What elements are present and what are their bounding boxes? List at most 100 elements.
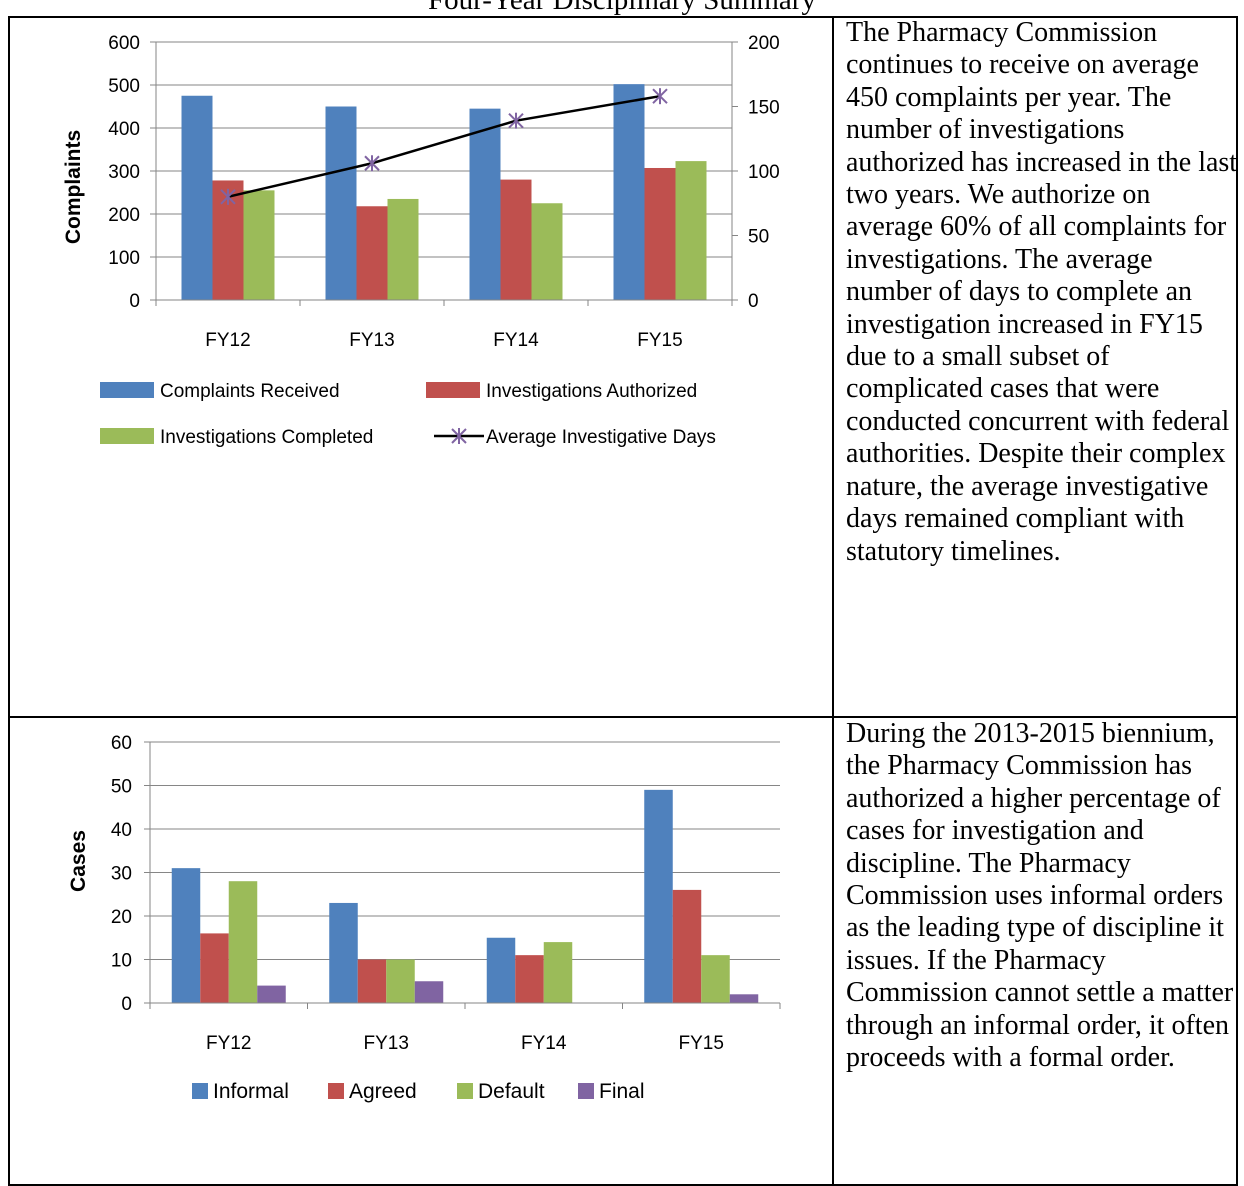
legend-label: Investigations Completed bbox=[160, 427, 373, 448]
legend-label: Final bbox=[599, 1080, 645, 1103]
bar-informal bbox=[329, 902, 358, 1003]
y2-tick-label: 0 bbox=[748, 291, 759, 312]
x-tick-label: FY15 bbox=[637, 330, 682, 351]
x-tick-label: FY12 bbox=[205, 330, 250, 351]
legend-item-investigations-completed: Investigations Completed bbox=[100, 427, 373, 448]
table-cell-text-2 bbox=[834, 716, 1238, 1186]
point-average-investigative-days bbox=[220, 188, 236, 205]
y-tick-label: 600 bbox=[108, 33, 140, 54]
y-tick-label: 20 bbox=[111, 907, 132, 928]
bar-informal bbox=[171, 868, 201, 1003]
bar-informal bbox=[486, 937, 516, 1003]
y-tick-label: 200 bbox=[108, 205, 140, 226]
table-cell-text-1 bbox=[834, 16, 1238, 718]
table-cell-chart-1 bbox=[8, 16, 834, 718]
bar-final bbox=[414, 981, 444, 1003]
bar-complaints-received bbox=[325, 106, 357, 300]
point-average-investigative-days bbox=[508, 112, 524, 129]
legend-item-average-investigative-days: Average Investigative Days bbox=[434, 427, 716, 448]
cases-chart: 0 10 20 30 40 50 60 FY12 FY13 FY14 FY15 Cases Info… bbox=[67, 733, 781, 1103]
legend-swatch bbox=[578, 1083, 594, 1099]
legend-item-investigations-authorized: Investigations Authorized bbox=[426, 381, 697, 402]
legend-label: Investigations Authorized bbox=[486, 381, 697, 402]
legend-swatch bbox=[328, 1083, 344, 1099]
line-average-investigative-days bbox=[227, 94, 661, 199]
tick-labels: 0 100 200 300 400 500 600 0 50 100 150 200 FY12 FY13 F… bbox=[108, 33, 779, 351]
legend-item-agreed: Agreed bbox=[328, 1080, 417, 1103]
legend-item-informal: Informal bbox=[192, 1080, 289, 1103]
legend-label: Informal bbox=[213, 1080, 289, 1103]
bar-agreed bbox=[357, 959, 387, 1003]
legend-label: Default bbox=[478, 1080, 545, 1103]
summary-paragraph-complaints: The Pharmacy Commission continues to rec… bbox=[846, 17, 1238, 567]
legend: Complaints Received Investigations Author… bbox=[100, 381, 716, 448]
y2-tick-label: 150 bbox=[748, 98, 780, 119]
y-axis-label: Cases bbox=[67, 830, 90, 892]
legend-swatch bbox=[100, 382, 154, 398]
legend-label: Agreed bbox=[349, 1080, 417, 1103]
x-tick-label: FY15 bbox=[679, 1033, 724, 1054]
bar-final bbox=[729, 994, 759, 1003]
legend-swatch bbox=[192, 1083, 208, 1099]
y-tick-label: 400 bbox=[108, 119, 140, 140]
x-tick-label: FY13 bbox=[349, 330, 394, 351]
bar-default bbox=[543, 942, 573, 1003]
y-tick-label: 0 bbox=[121, 994, 132, 1015]
legend-swatch bbox=[100, 428, 154, 444]
bar-default bbox=[386, 959, 415, 1003]
legend-item-final: Final bbox=[578, 1080, 645, 1103]
bar-default bbox=[701, 955, 730, 1003]
legend-label: Complaints Received bbox=[160, 381, 340, 402]
tick-labels: 0 10 20 30 40 50 60 FY12 FY13 FY14 FY15 bbox=[111, 733, 724, 1054]
y-axis-label: Complaints bbox=[62, 130, 85, 244]
legend-swatch bbox=[426, 382, 480, 398]
y-tick-label: 10 bbox=[111, 951, 132, 972]
y-tick-label: 60 bbox=[111, 733, 132, 754]
bar-complaints-received bbox=[613, 84, 645, 300]
bar-agreed bbox=[515, 955, 544, 1003]
axes bbox=[150, 41, 738, 306]
bar-agreed bbox=[672, 889, 702, 1003]
bar-default bbox=[228, 881, 258, 1003]
y-tick-label: 40 bbox=[111, 820, 132, 841]
bar-investigations-authorized bbox=[644, 167, 676, 300]
bar-investigations-completed bbox=[243, 190, 275, 300]
bars-group bbox=[171, 789, 759, 1003]
y2-tick-label: 200 bbox=[748, 33, 780, 54]
x-tick-label: FY12 bbox=[206, 1033, 251, 1054]
y2-tick-label: 50 bbox=[748, 227, 769, 248]
y-tick-label: 100 bbox=[108, 248, 140, 269]
y2-tick-label: 100 bbox=[748, 162, 780, 183]
axes bbox=[144, 741, 781, 1009]
bar-investigations-authorized bbox=[356, 206, 388, 300]
table-cell-chart-2 bbox=[8, 716, 834, 1186]
legend-marker bbox=[451, 428, 467, 444]
x-tick-label: FY14 bbox=[493, 330, 539, 351]
y-tick-label: 30 bbox=[111, 864, 132, 885]
legend-swatch bbox=[457, 1083, 473, 1099]
y-tick-label: 0 bbox=[129, 291, 140, 312]
x-tick-label: FY13 bbox=[364, 1033, 409, 1054]
legend-label: Average Investigative Days bbox=[486, 427, 716, 448]
legend-item-complaints-received: Complaints Received bbox=[100, 381, 340, 402]
y-tick-label: 300 bbox=[108, 162, 140, 183]
complaints-chart: 0 100 200 300 400 500 600 0 50 100 150 200 FY12 FY13 F… bbox=[62, 33, 780, 448]
legend-item-default: Default bbox=[457, 1080, 545, 1103]
x-tick-label: FY14 bbox=[521, 1033, 567, 1054]
bar-agreed bbox=[200, 933, 229, 1003]
bar-investigations-completed bbox=[675, 161, 707, 300]
bar-investigations-completed bbox=[387, 198, 419, 300]
bar-complaints-received bbox=[181, 95, 213, 300]
line-series-group bbox=[220, 88, 668, 205]
bar-complaints-received bbox=[469, 108, 501, 301]
y-tick-label: 500 bbox=[108, 76, 140, 97]
y-tick-label: 50 bbox=[111, 777, 132, 798]
bar-investigations-authorized bbox=[500, 179, 532, 300]
point-average-investigative-days bbox=[364, 155, 380, 172]
summary-paragraph-discipline: During the 2013-2015 biennium, the Pharm… bbox=[846, 718, 1234, 1074]
bar-informal bbox=[644, 789, 673, 1003]
bar-investigations-completed bbox=[531, 203, 563, 300]
bar-final bbox=[257, 985, 286, 1003]
point-average-investigative-days bbox=[652, 88, 668, 105]
page-title: Four-Year Disciplinary Summary bbox=[428, 0, 816, 16]
